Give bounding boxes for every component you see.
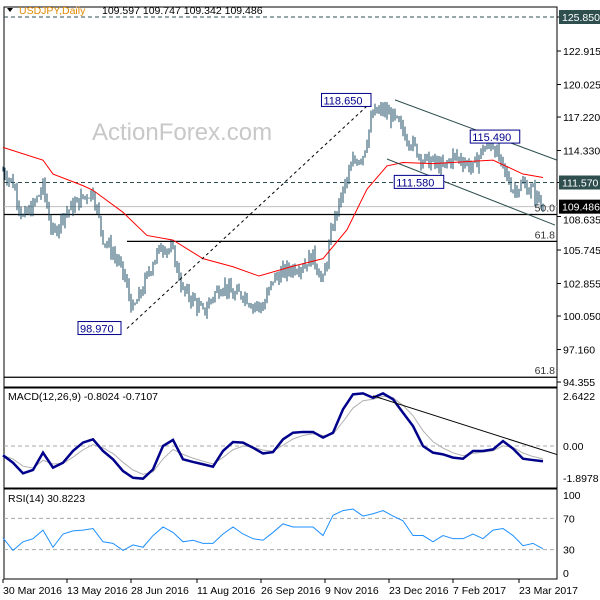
date-tick-label: 11 Aug 2016 bbox=[197, 585, 255, 597]
price-tick-label: 100.050 bbox=[563, 311, 600, 323]
price-tag bbox=[559, 10, 600, 24]
rsi-line bbox=[2, 508, 544, 552]
price-tick-label: 105.745 bbox=[563, 245, 600, 257]
macd-trendline bbox=[372, 395, 558, 456]
symbol-title: USDJPY,Daily bbox=[19, 5, 86, 17]
macd-tick-label: -1.8978 bbox=[563, 473, 599, 485]
price-tick-label: 108.635 bbox=[563, 215, 600, 227]
price-tag bbox=[559, 199, 600, 214]
channel-lower-line bbox=[386, 158, 556, 226]
rsi-tick-label: 0 bbox=[563, 568, 569, 580]
price-annotation-label: 115.490 bbox=[472, 132, 511, 144]
price-tick-label: 120.025 bbox=[563, 80, 600, 92]
price-annotation-label: 111.580 bbox=[396, 177, 434, 189]
collapse-triangle-icon bbox=[7, 8, 13, 12]
date-tick-label: 23 Dec 2016 bbox=[389, 585, 449, 597]
price-annotation-label: 98.970 bbox=[80, 324, 114, 336]
price-annotation-box bbox=[393, 174, 445, 189]
date-tick-label: 13 May 2016 bbox=[67, 585, 128, 597]
rsi-label: RSI(14) 30.8223 bbox=[8, 493, 85, 505]
macd-panel-frame bbox=[3, 387, 558, 489]
ohlc-values: 109.597 109.747 109.342 109.486 bbox=[102, 5, 263, 17]
rsi-tick-label: 100 bbox=[563, 490, 581, 502]
fibonacci-label: 61.8 bbox=[535, 365, 556, 377]
price-tag bbox=[559, 175, 600, 190]
moving-average-line bbox=[2, 146, 544, 277]
date-tick-label: 23 Mar 2017 bbox=[519, 585, 578, 597]
price-annotation-box bbox=[469, 129, 521, 144]
price-tag-label: 125.850 bbox=[562, 12, 600, 24]
price-tag-label: 109.486 bbox=[562, 202, 600, 214]
watermark: ActionForex.com bbox=[92, 119, 272, 146]
date-tick-label: 30 Mar 2016 bbox=[3, 585, 62, 597]
rsi-tick-label: 70 bbox=[563, 513, 575, 525]
price-tick-label: 94.355 bbox=[563, 377, 595, 389]
date-tick-label: 26 Sep 2016 bbox=[261, 585, 321, 597]
price-tick-label: 122.915 bbox=[563, 46, 600, 58]
macd-signal-line bbox=[2, 395, 544, 475]
price-annotation-box bbox=[321, 92, 372, 107]
fibonacci-label: 50.0 bbox=[535, 202, 556, 214]
price-tick-label: 97.160 bbox=[563, 345, 595, 357]
macd-line bbox=[2, 391, 544, 480]
price-tick-label: 117.220 bbox=[563, 112, 600, 124]
price-annotation-box bbox=[77, 321, 122, 336]
price-tick-label: 102.855 bbox=[563, 279, 600, 291]
macd-tick-label: 2.6422 bbox=[563, 391, 595, 403]
fibonacci-label: 61.8 bbox=[535, 229, 556, 241]
date-tick-label: 7 Feb 2017 bbox=[453, 585, 506, 597]
macd-tick-label: 0.00 bbox=[563, 441, 584, 453]
swing-dashed-line bbox=[126, 100, 374, 329]
macd-label: MACD(12,26,9) -0.8024 -0.7107 bbox=[8, 391, 158, 403]
date-tick-label: 28 Jun 2016 bbox=[131, 585, 189, 597]
date-tick-label: 9 Nov 2016 bbox=[325, 585, 379, 597]
price-tag-label: 111.570 bbox=[562, 178, 599, 190]
main-panel-frame bbox=[3, 6, 558, 388]
rsi-panel-frame bbox=[3, 488, 558, 580]
price-annotation-label: 118.650 bbox=[324, 95, 363, 107]
price-tick-label: 114.330 bbox=[563, 146, 600, 158]
rsi-tick-label: 30 bbox=[563, 545, 575, 557]
